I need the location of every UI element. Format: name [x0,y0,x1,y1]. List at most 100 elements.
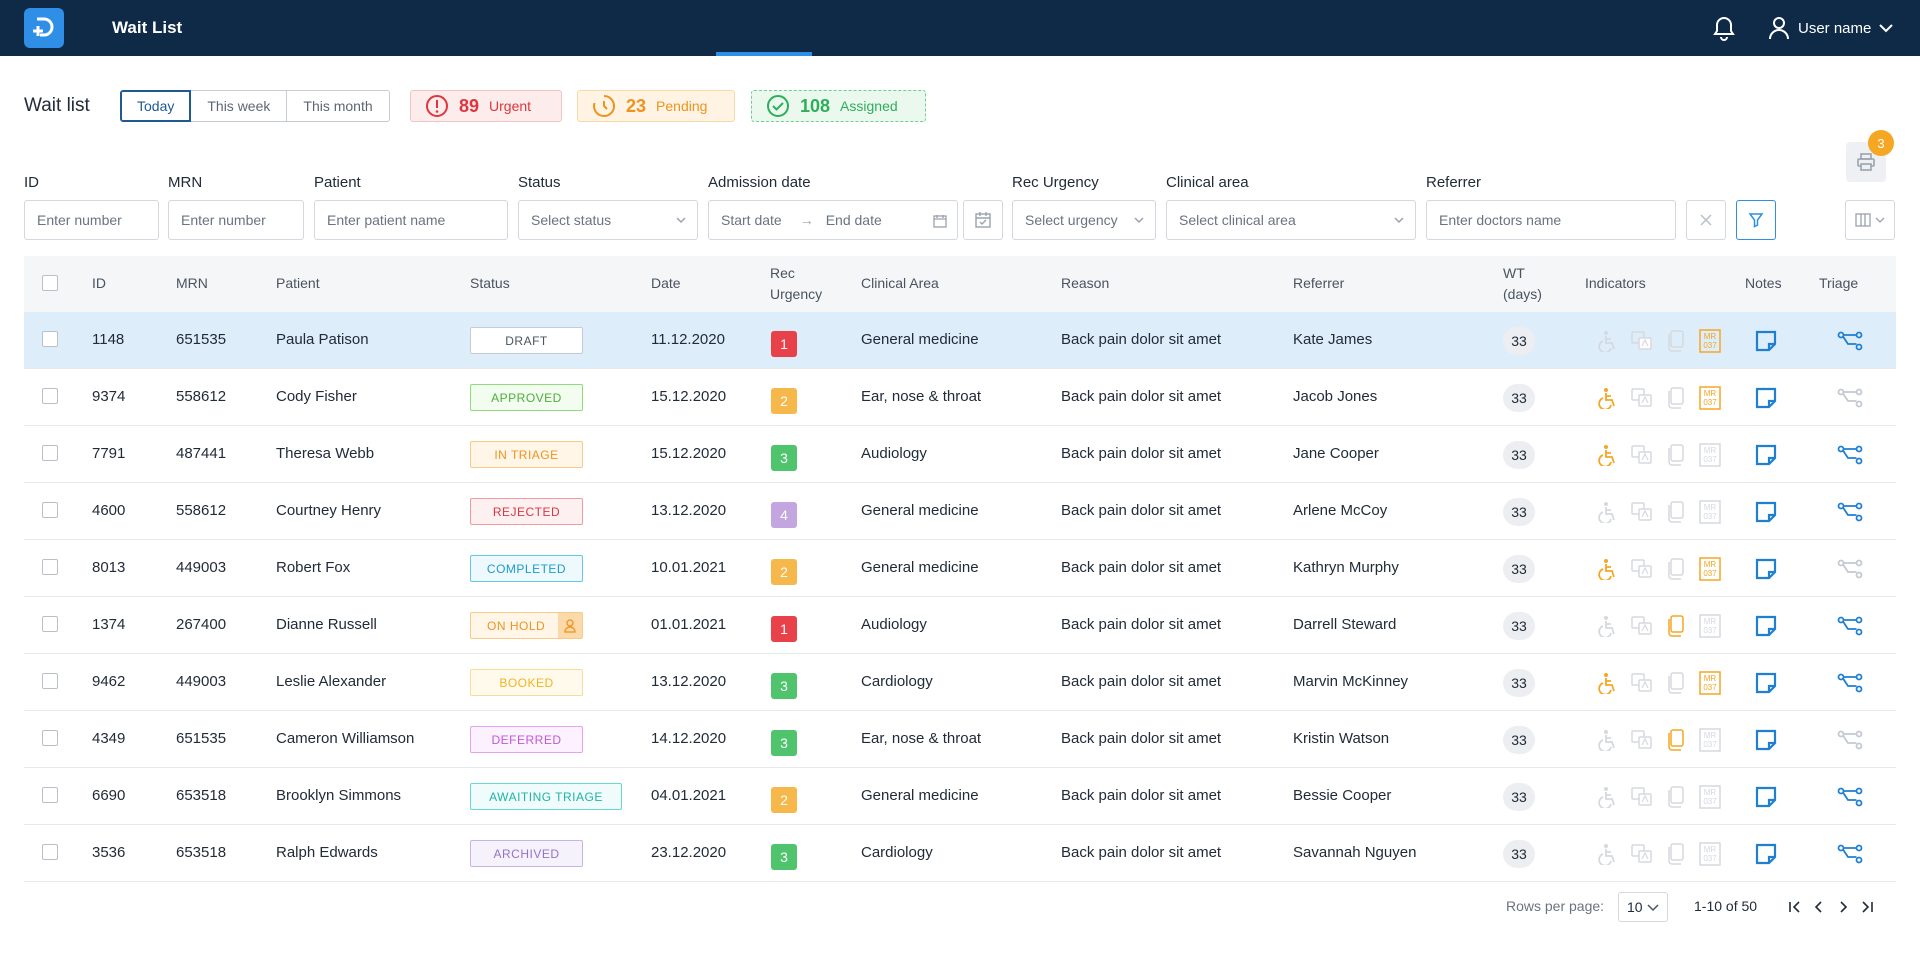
period-this-week[interactable]: This week [190,90,288,122]
row-checkbox[interactable] [42,844,58,860]
mr037-icon[interactable]: MR 037 [1697,726,1723,754]
wheelchair-icon[interactable] [1595,612,1621,640]
document-icon[interactable] [1663,726,1689,754]
table-row[interactable]: 3536 653518 Ralph Edwards ARCHIVED 23.12… [24,825,1896,882]
row-checkbox[interactable] [42,673,58,689]
wheelchair-icon[interactable] [1595,441,1621,469]
row-checkbox[interactable] [42,445,58,461]
triage-flow-icon[interactable] [1837,783,1863,811]
bell-icon[interactable] [1712,15,1736,41]
cell-patient[interactable]: Courtney Henry [276,502,382,519]
row-checkbox[interactable] [42,616,58,632]
id-input[interactable]: Enter number [24,200,159,240]
cell-patient[interactable]: Brooklyn Simmons [276,787,402,804]
mr037-icon[interactable]: MR 037 [1697,498,1723,526]
end-date-input[interactable]: End date [825,212,882,228]
admission-date-range[interactable]: Start date → End date [708,200,958,240]
triage-flow-icon[interactable] [1837,555,1863,583]
note-icon[interactable] [1753,612,1779,640]
status-select[interactable]: Select status [518,200,698,240]
mr037-icon[interactable]: MR 037 [1697,612,1723,640]
apply-filter-button[interactable] [1736,200,1776,240]
mr037-icon[interactable]: MR 037 [1697,783,1723,811]
table-row[interactable]: 4600 558612 Courtney Henry REJECTED 13.1… [24,483,1896,540]
app-logo-icon[interactable] [24,8,64,48]
table-row[interactable]: 6690 653518 Brooklyn Simmons AWAITING TR… [24,768,1896,825]
clear-filters-button[interactable] [1686,200,1726,240]
table-row[interactable]: 1374 267400 Dianne Russell ON HOLD 01.01… [24,597,1896,654]
first-page-button[interactable] [1785,896,1805,918]
triage-flow-icon[interactable] [1837,612,1863,640]
row-checkbox[interactable] [42,787,58,803]
translation-icon[interactable] [1629,327,1655,355]
translation-icon[interactable] [1629,498,1655,526]
select-all-checkbox[interactable] [42,275,58,291]
triage-flow-icon[interactable] [1837,498,1863,526]
next-page-button[interactable] [1833,896,1853,918]
cell-patient[interactable]: Cody Fisher [276,388,357,405]
mr037-icon[interactable]: MR 037 [1697,384,1723,412]
wheelchair-icon[interactable] [1595,783,1621,811]
col-clinical-area[interactable]: Clinical Area [861,275,939,291]
start-date-input[interactable]: Start date [721,212,782,228]
document-icon[interactable] [1663,612,1689,640]
col-status[interactable]: Status [470,275,510,291]
document-icon[interactable] [1663,384,1689,412]
note-icon[interactable] [1753,726,1779,754]
col-wt-line1[interactable]: WT [1503,265,1525,281]
mrn-input[interactable]: Enter number [168,200,304,240]
cell-patient[interactable]: Leslie Alexander [276,673,387,690]
translation-icon[interactable] [1629,840,1655,868]
document-icon[interactable] [1663,555,1689,583]
row-checkbox[interactable] [42,331,58,347]
triage-flow-icon[interactable] [1837,840,1863,868]
note-icon[interactable] [1753,441,1779,469]
prev-page-button[interactable] [1809,896,1829,918]
translation-icon[interactable] [1629,726,1655,754]
note-icon[interactable] [1753,783,1779,811]
table-row[interactable]: 9374 558612 Cody Fisher APPROVED 15.12.2… [24,369,1896,426]
mr037-icon[interactable]: MR 037 [1697,555,1723,583]
note-icon[interactable] [1753,669,1779,697]
translation-icon[interactable] [1629,384,1655,412]
triage-flow-icon[interactable] [1837,726,1863,754]
triage-flow-icon[interactable] [1837,384,1863,412]
translation-icon[interactable] [1629,441,1655,469]
document-icon[interactable] [1663,327,1689,355]
note-icon[interactable] [1753,840,1779,868]
referrer-input[interactable]: Enter doctors name [1426,200,1676,240]
translation-icon[interactable] [1629,669,1655,697]
user-menu[interactable]: User name [1768,15,1894,41]
col-date[interactable]: Date [651,275,681,291]
triage-flow-icon[interactable] [1837,327,1863,355]
period-today[interactable]: Today [120,90,192,122]
cell-patient[interactable]: Dianne Russell [276,616,377,633]
mr037-icon[interactable]: MR 037 [1697,840,1723,868]
row-checkbox[interactable] [42,388,58,404]
patient-input[interactable]: Enter patient name [314,200,508,240]
cell-patient[interactable]: Ralph Edwards [276,844,378,861]
col-urgency-line1[interactable]: Rec [770,265,795,281]
wheelchair-icon[interactable] [1595,498,1621,526]
last-page-button[interactable] [1857,896,1877,918]
document-icon[interactable] [1663,840,1689,868]
table-row[interactable]: 1148 651535 Paula Patison DRAFT 11.12.20… [24,312,1896,369]
translation-icon[interactable] [1629,612,1655,640]
document-icon[interactable] [1663,669,1689,697]
wheelchair-icon[interactable] [1595,669,1621,697]
document-icon[interactable] [1663,783,1689,811]
triage-flow-icon[interactable] [1837,441,1863,469]
col-referrer[interactable]: Referrer [1293,275,1345,291]
table-row[interactable]: 9462 449003 Leslie Alexander BOOKED 13.1… [24,654,1896,711]
column-settings-button[interactable] [1845,200,1895,240]
cell-patient[interactable]: Robert Fox [276,559,351,576]
note-icon[interactable] [1753,555,1779,583]
row-checkbox[interactable] [42,559,58,575]
row-checkbox[interactable] [42,502,58,518]
calendar-picker-button[interactable] [963,200,1003,240]
wheelchair-icon[interactable] [1595,384,1621,412]
clinical-area-select[interactable]: Select clinical area [1166,200,1416,240]
note-icon[interactable] [1753,498,1779,526]
mr037-icon[interactable]: MR 037 [1697,669,1723,697]
col-wt-line2[interactable]: (days) [1503,286,1542,302]
